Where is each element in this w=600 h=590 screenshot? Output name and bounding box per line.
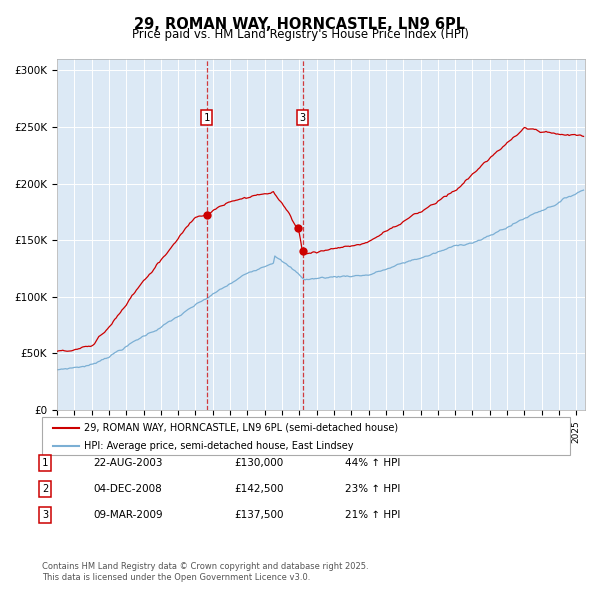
Text: 3: 3 bbox=[299, 113, 306, 123]
Text: 29, ROMAN WAY, HORNCASTLE, LN9 6PL (semi-detached house): 29, ROMAN WAY, HORNCASTLE, LN9 6PL (semi… bbox=[84, 423, 398, 433]
Text: £130,000: £130,000 bbox=[234, 458, 283, 468]
Text: 23% ↑ HPI: 23% ↑ HPI bbox=[345, 484, 400, 494]
Text: 2: 2 bbox=[42, 484, 48, 494]
Text: 22-AUG-2003: 22-AUG-2003 bbox=[93, 458, 163, 468]
Text: 44% ↑ HPI: 44% ↑ HPI bbox=[345, 458, 400, 468]
Text: 1: 1 bbox=[42, 458, 48, 468]
Text: 21% ↑ HPI: 21% ↑ HPI bbox=[345, 510, 400, 520]
Text: Contains HM Land Registry data © Crown copyright and database right 2025.
This d: Contains HM Land Registry data © Crown c… bbox=[42, 562, 368, 582]
Text: 1: 1 bbox=[203, 113, 209, 123]
Text: £137,500: £137,500 bbox=[234, 510, 284, 520]
Text: £142,500: £142,500 bbox=[234, 484, 284, 494]
Text: 04-DEC-2008: 04-DEC-2008 bbox=[93, 484, 162, 494]
Text: HPI: Average price, semi-detached house, East Lindsey: HPI: Average price, semi-detached house,… bbox=[84, 441, 354, 451]
Text: 3: 3 bbox=[42, 510, 48, 520]
Text: Price paid vs. HM Land Registry's House Price Index (HPI): Price paid vs. HM Land Registry's House … bbox=[131, 28, 469, 41]
Text: 09-MAR-2009: 09-MAR-2009 bbox=[93, 510, 163, 520]
FancyBboxPatch shape bbox=[42, 417, 570, 455]
Text: 29, ROMAN WAY, HORNCASTLE, LN9 6PL: 29, ROMAN WAY, HORNCASTLE, LN9 6PL bbox=[134, 17, 466, 31]
